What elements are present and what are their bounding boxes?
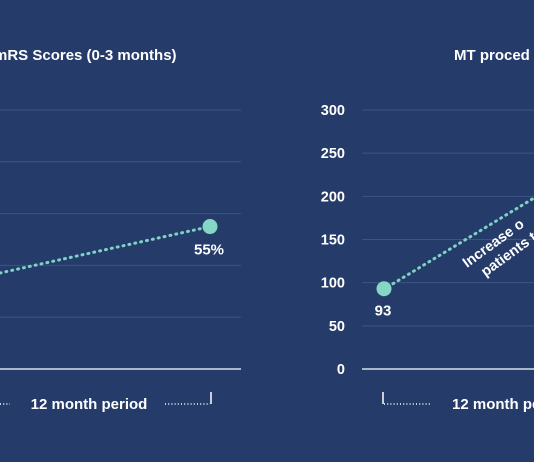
right-data-point-start bbox=[376, 281, 392, 297]
right-chart: MT proced 300 250 200 150 100 50 0 93 Increase… bbox=[321, 47, 534, 413]
left-chart: mRS Scores (0-3 months) 55% 12 month per… bbox=[0, 47, 241, 413]
right-chart-title: MT proced bbox=[454, 47, 530, 64]
left-period-label: 12 month period bbox=[31, 396, 148, 413]
right-y-tick-label: 50 bbox=[329, 319, 345, 335]
right-y-tick-label: 250 bbox=[321, 146, 345, 162]
left-trend-line bbox=[0, 227, 203, 275]
left-period-bracket bbox=[0, 392, 212, 405]
right-y-tick-label: 100 bbox=[321, 276, 345, 292]
left-data-label-end: 55% bbox=[194, 242, 224, 259]
right-annotation: Increase o patients t bbox=[460, 216, 534, 280]
right-data-label-start: 93 bbox=[375, 303, 392, 320]
right-period-bracket bbox=[382, 392, 432, 405]
right-y-tick-labels: 300 250 200 150 100 50 0 bbox=[321, 103, 345, 378]
right-trend-line bbox=[391, 196, 534, 286]
left-gridlines bbox=[0, 109, 241, 318]
left-chart-title: mRS Scores (0-3 months) bbox=[0, 47, 177, 64]
right-y-tick-label: 150 bbox=[321, 233, 345, 249]
right-y-tick-label: 200 bbox=[321, 189, 345, 205]
left-data-point-end bbox=[202, 219, 218, 235]
right-y-tick-label: 300 bbox=[321, 103, 345, 119]
right-period-label: 12 month peri bbox=[452, 396, 534, 413]
right-gridlines bbox=[362, 109, 534, 327]
right-y-tick-label: 0 bbox=[337, 362, 345, 378]
